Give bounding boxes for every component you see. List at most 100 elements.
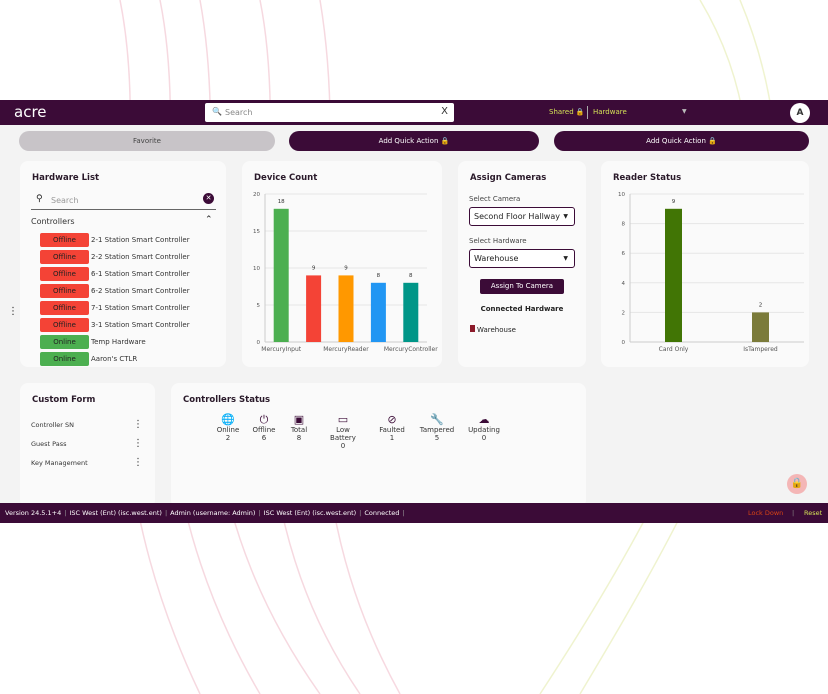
stat-label: Total xyxy=(290,426,308,434)
divider: | xyxy=(402,509,405,517)
more-options-icon[interactable]: ⋮ xyxy=(133,419,143,430)
lock-icon[interactable]: 🔒 xyxy=(787,474,807,494)
card-title: Controllers Status xyxy=(183,395,271,405)
x-tick-label: MercuryReader xyxy=(323,346,369,353)
status-badge: Online xyxy=(40,335,89,349)
more-options-icon[interactable]: ⋮ xyxy=(133,457,143,468)
stat-label: Tampered xyxy=(419,426,455,434)
chevron-down-icon[interactable]: ▼ xyxy=(682,108,687,115)
global-search-input[interactable]: 🔍 Search X xyxy=(205,103,454,122)
more-options-icon[interactable]: ⋮ xyxy=(133,438,143,449)
form-name: Guest Pass xyxy=(31,440,67,448)
data-label: 8 xyxy=(377,273,381,279)
controller-name: 2-2 Station Smart Controller xyxy=(91,253,190,261)
y-tick-label: 4 xyxy=(622,281,626,287)
status-stat: ▭ Low Battery 0 xyxy=(323,413,363,450)
bar[interactable] xyxy=(665,208,682,342)
y-tick-label: 0 xyxy=(622,340,626,346)
controller-name: 2-1 Station Smart Controller xyxy=(91,236,190,244)
assign-to-camera-button[interactable]: Assign To Camera xyxy=(480,279,564,294)
drag-handle-icon[interactable]: ⋮ xyxy=(8,306,18,317)
status-badge: Offline xyxy=(40,301,89,315)
caret-down-icon: ▼ xyxy=(563,213,568,220)
avatar[interactable]: A xyxy=(790,103,810,123)
x-tick-label: IsTampered xyxy=(743,346,778,353)
hardware-select[interactable]: Warehouse ▼ xyxy=(469,249,575,268)
bar[interactable] xyxy=(370,282,386,342)
camera-value: Second Floor Hallway xyxy=(474,212,560,221)
stat-value: 2 xyxy=(225,434,231,442)
stat-value: 6 xyxy=(261,434,267,442)
logo: acre xyxy=(14,103,47,121)
status-badge: Offline xyxy=(40,250,89,264)
search-placeholder: Search xyxy=(51,196,79,205)
assign-cameras-card: Assign Cameras Select Camera Second Floo… xyxy=(458,161,586,367)
status-badge: Offline xyxy=(40,284,89,298)
hardware-search-input[interactable]: ⚲ Search ✕ xyxy=(31,191,216,210)
status-stat: ⏻ Offline 6 xyxy=(244,413,284,442)
x-tick-label: MercuryController xyxy=(384,346,438,353)
bar[interactable] xyxy=(273,208,289,342)
favorite-button[interactable]: Favorite xyxy=(19,131,275,151)
hardware-dropdown[interactable]: Hardware xyxy=(593,108,627,116)
divider: | xyxy=(258,509,261,517)
status-stat: 🔧 Tampered 5 xyxy=(417,413,457,442)
divider xyxy=(587,106,588,119)
custom-form-card: Custom Form Controller SN ⋮ Guest Pass ⋮ Key… xyxy=(20,383,155,508)
device-count-card: Device Count 0 5 10 15 20 18 MercuryInput 9 9 Mer… xyxy=(242,161,442,367)
status-stat: 🌐 Online 2 xyxy=(208,413,248,442)
bar[interactable] xyxy=(752,312,769,342)
bar[interactable] xyxy=(403,282,419,342)
x-tick-label: Card Only xyxy=(659,346,689,353)
connected-hardware-item[interactable]: Warehouse xyxy=(470,325,516,334)
controller-name: 3-1 Station Smart Controller xyxy=(91,321,190,329)
chevron-up-icon[interactable]: ⌃ xyxy=(205,215,213,225)
status-badge: Offline xyxy=(40,318,89,332)
status-text: ISC West (Ent) (isc.west.ent) xyxy=(263,509,357,517)
status-stat: ▣ Total 8 xyxy=(279,413,319,442)
bar[interactable] xyxy=(306,275,322,342)
status-text: Version 24.5.1+4 xyxy=(5,509,62,517)
camera-select[interactable]: Second Floor Hallway ▼ xyxy=(469,207,575,226)
y-tick-label: 8 xyxy=(622,222,626,228)
shared-label[interactable]: Shared 🔒 xyxy=(549,108,585,116)
add-quick-action-button[interactable]: Add Quick Action 🔒 xyxy=(289,131,539,151)
data-label: 2 xyxy=(759,302,763,308)
reset-button[interactable]: Reset xyxy=(804,509,823,517)
status-badge: Online xyxy=(40,352,89,366)
divider: | xyxy=(792,509,795,517)
card-title: Custom Form xyxy=(32,395,96,405)
bar[interactable] xyxy=(338,275,354,342)
y-tick-label: 2 xyxy=(622,310,626,316)
data-label: 9 xyxy=(312,265,316,271)
divider: | xyxy=(359,509,362,517)
stat-value: 0 xyxy=(340,442,346,450)
lock-down-button[interactable]: Lock Down xyxy=(748,509,784,517)
x-tick-label: MercuryInput xyxy=(261,346,302,353)
globe-icon: 🌐 xyxy=(221,413,235,426)
clear-icon[interactable]: ✕ xyxy=(203,193,214,204)
caret-down-icon: ▼ xyxy=(563,255,568,262)
form-item[interactable]: Key Management ⋮ xyxy=(31,457,143,468)
y-tick-label: 20 xyxy=(253,192,260,198)
form-name: Key Management xyxy=(31,459,88,467)
form-item[interactable]: Controller SN ⋮ xyxy=(31,419,143,430)
clear-search-button[interactable]: X xyxy=(441,106,448,117)
status-stat: ⊘ Faulted 1 xyxy=(372,413,412,442)
stat-value: 0 xyxy=(481,434,487,442)
stat-label: Online xyxy=(216,426,240,434)
door-icon xyxy=(470,325,475,332)
add-quick-action-button[interactable]: Add Quick Action 🔒 xyxy=(554,131,809,151)
form-item[interactable]: Guest Pass ⋮ xyxy=(31,438,143,449)
y-tick-label: 15 xyxy=(253,229,260,235)
group-controllers[interactable]: Controllers xyxy=(31,217,75,226)
controller-name: 7-1 Station Smart Controller xyxy=(91,304,190,312)
